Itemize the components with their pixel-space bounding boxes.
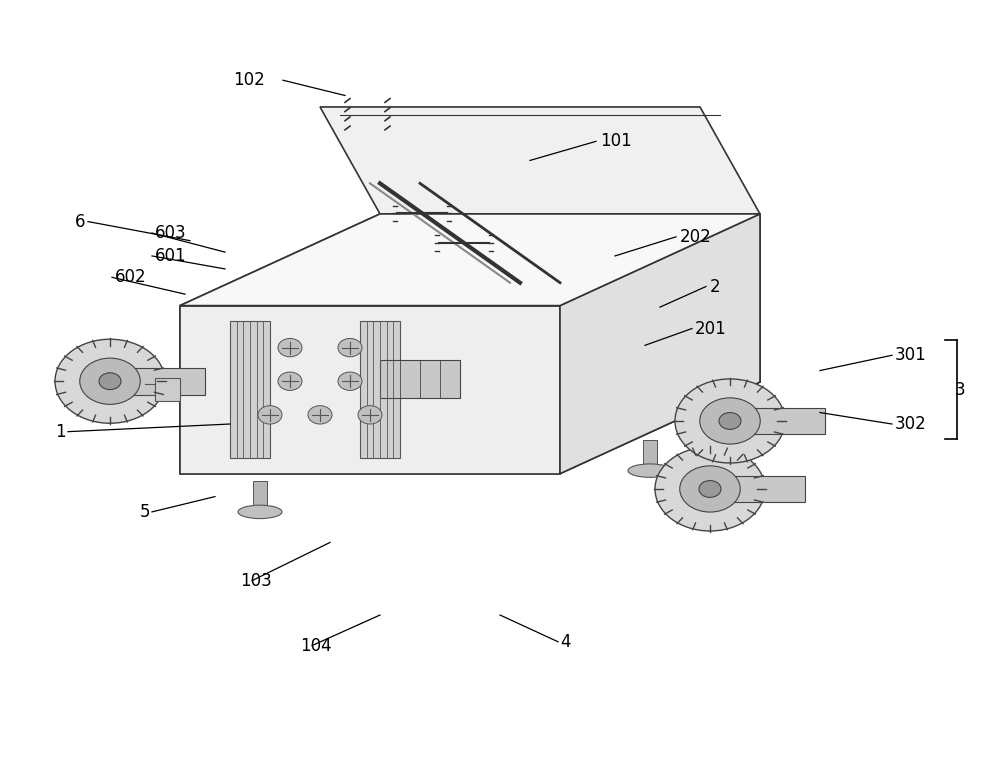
Circle shape <box>680 466 740 512</box>
Polygon shape <box>736 408 825 435</box>
Polygon shape <box>380 214 760 382</box>
Text: 102: 102 <box>233 71 265 89</box>
Polygon shape <box>643 440 657 471</box>
Polygon shape <box>253 481 267 512</box>
Polygon shape <box>360 321 400 458</box>
Text: 202: 202 <box>680 228 712 246</box>
Text: 4: 4 <box>560 633 570 651</box>
Circle shape <box>278 372 302 390</box>
Circle shape <box>99 373 121 390</box>
Polygon shape <box>180 214 380 474</box>
Polygon shape <box>560 214 760 474</box>
Circle shape <box>338 372 362 390</box>
Text: 302: 302 <box>895 415 927 433</box>
Polygon shape <box>380 360 460 398</box>
Polygon shape <box>115 368 205 394</box>
Text: 5: 5 <box>140 503 150 521</box>
Text: 6: 6 <box>75 212 86 231</box>
Ellipse shape <box>628 464 672 478</box>
Text: 603: 603 <box>155 224 187 242</box>
Circle shape <box>655 447 765 531</box>
Text: 103: 103 <box>240 571 272 590</box>
Circle shape <box>338 338 362 357</box>
Text: 3: 3 <box>955 380 966 399</box>
Polygon shape <box>320 107 760 214</box>
Circle shape <box>719 413 741 429</box>
Polygon shape <box>180 382 760 474</box>
Polygon shape <box>180 214 760 306</box>
Text: 601: 601 <box>155 247 187 265</box>
Text: 2: 2 <box>710 277 721 296</box>
Circle shape <box>358 406 382 424</box>
Text: 602: 602 <box>115 268 147 286</box>
Circle shape <box>80 358 140 404</box>
Circle shape <box>699 481 721 497</box>
Text: 201: 201 <box>695 319 727 338</box>
Text: 301: 301 <box>895 346 927 364</box>
Text: 101: 101 <box>600 132 632 151</box>
Text: 104: 104 <box>300 636 332 655</box>
Polygon shape <box>155 378 180 401</box>
Polygon shape <box>230 321 270 458</box>
Circle shape <box>675 379 785 463</box>
Circle shape <box>700 398 760 444</box>
Polygon shape <box>180 306 560 474</box>
Text: 1: 1 <box>55 422 66 441</box>
Ellipse shape <box>238 505 282 519</box>
Circle shape <box>258 406 282 424</box>
Circle shape <box>308 406 332 424</box>
Polygon shape <box>716 475 805 503</box>
Circle shape <box>278 338 302 357</box>
Circle shape <box>55 339 165 423</box>
